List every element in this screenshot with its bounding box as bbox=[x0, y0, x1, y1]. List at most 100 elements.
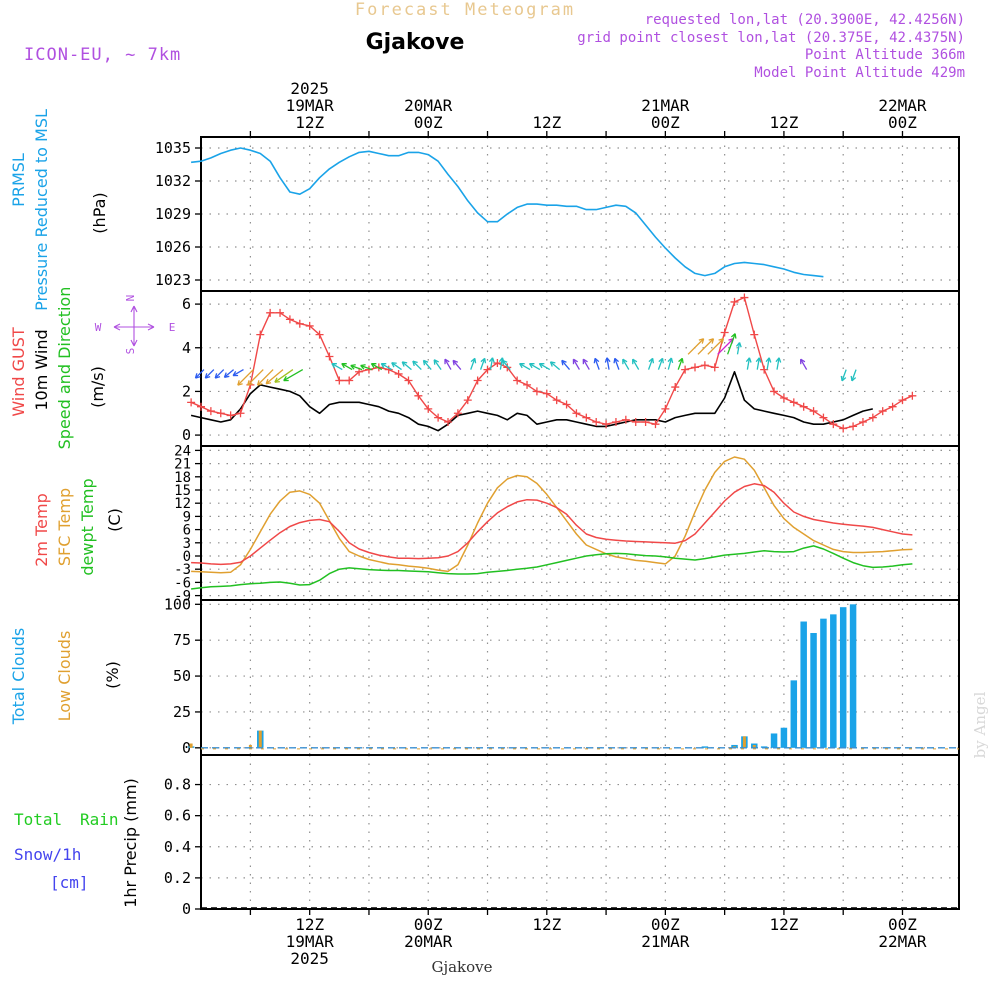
wind-arrow bbox=[274, 369, 294, 383]
gust-marker bbox=[631, 417, 640, 426]
y-tick-label: 1032 bbox=[155, 172, 191, 190]
wind-arrow bbox=[331, 363, 343, 371]
low-cloud-bar bbox=[752, 744, 756, 748]
y-tick-label: 2 bbox=[182, 382, 191, 400]
wind-arrow-head bbox=[519, 362, 525, 369]
wind-arrow-head bbox=[331, 362, 337, 369]
gust-marker bbox=[325, 352, 334, 361]
total-cloud-bar bbox=[701, 746, 709, 748]
gust-marker bbox=[295, 319, 304, 328]
wind-arrow-head bbox=[745, 357, 752, 363]
gust-line bbox=[190, 296, 913, 430]
location-title: Gjakove bbox=[366, 30, 465, 55]
gust-marker bbox=[671, 383, 680, 392]
gust-marker bbox=[216, 409, 225, 418]
wind-arrow-head bbox=[391, 362, 397, 368]
bottom-time-label: 22MAR bbox=[878, 932, 927, 951]
wind-speed-line bbox=[190, 370, 873, 432]
bottom-time-label: 19MAR bbox=[286, 932, 335, 951]
gust-marker bbox=[878, 407, 887, 416]
gust-marker bbox=[513, 376, 522, 385]
sfc-temp-line bbox=[191, 456, 913, 574]
gust-marker bbox=[849, 422, 858, 431]
panel-pressure: 1023 1026 1029 1032 1035 bbox=[155, 136, 960, 292]
wind-arrow bbox=[265, 369, 284, 385]
wind-arrow bbox=[502, 359, 511, 371]
wind-arrow bbox=[776, 357, 780, 370]
gust-marker bbox=[858, 417, 867, 426]
chart-title: Forecast Meteogram bbox=[355, 0, 575, 20]
wind-arrow bbox=[667, 357, 673, 370]
wind-arrow-head bbox=[572, 358, 579, 365]
gust-marker bbox=[542, 389, 551, 398]
wind-arrow-head bbox=[256, 380, 263, 386]
top-time-label: 12Z bbox=[532, 113, 561, 132]
gust-marker bbox=[532, 387, 541, 396]
gust-marker bbox=[710, 363, 719, 372]
y-tick-label: -3 bbox=[174, 562, 191, 578]
bottom-time-label: 00Z bbox=[888, 915, 917, 934]
compass-s: S bbox=[124, 348, 137, 355]
y-tick-label: 6 bbox=[183, 523, 191, 539]
gust-marker bbox=[602, 420, 611, 429]
wind-arrow bbox=[622, 358, 630, 370]
y-tick-label: 1026 bbox=[155, 238, 191, 256]
wind-arrow-head bbox=[422, 359, 429, 366]
wind-arrow-head bbox=[799, 358, 806, 365]
gust-marker bbox=[621, 415, 630, 424]
wind-arrow bbox=[707, 338, 724, 355]
wind-arrow-head bbox=[237, 380, 243, 386]
gust-marker bbox=[730, 297, 739, 306]
dewpt-line bbox=[191, 545, 913, 590]
panel-frame bbox=[200, 136, 960, 292]
wind-arrow bbox=[401, 361, 412, 371]
panel-wind: 0 2 4 6 bbox=[182, 290, 960, 447]
total-cloud-bar bbox=[849, 604, 857, 748]
gust-marker bbox=[285, 315, 294, 324]
wind-arrow bbox=[756, 357, 760, 370]
y-tick-label: 0 bbox=[183, 549, 191, 565]
wind-arrow-head bbox=[247, 380, 253, 386]
gust-marker bbox=[552, 396, 561, 405]
wind-arrow bbox=[350, 364, 363, 371]
gust-marker bbox=[908, 391, 917, 400]
wind-arrow-head bbox=[678, 357, 684, 364]
wind-arrow-head bbox=[204, 373, 211, 379]
top-time-label: 2025 bbox=[290, 79, 329, 98]
wind-arrow-head bbox=[561, 359, 567, 366]
wind-arrow-head bbox=[341, 362, 347, 369]
compass-w: W bbox=[95, 321, 102, 334]
gust-marker bbox=[770, 387, 779, 396]
wind-arrow bbox=[341, 363, 353, 371]
top-time-label: 12Z bbox=[769, 113, 798, 132]
wind-arrow bbox=[247, 369, 264, 386]
top-time-label: 21MAR bbox=[641, 96, 690, 115]
gust-marker bbox=[750, 330, 759, 339]
precip-axis-label: 1hr Precip (mm) bbox=[121, 778, 140, 908]
wind-arrow bbox=[746, 357, 751, 370]
wind-arrow bbox=[550, 361, 561, 371]
precip-total-label: Total bbox=[14, 810, 62, 829]
wind-arrow bbox=[726, 333, 736, 355]
gust-marker bbox=[444, 417, 452, 426]
wind-arrow bbox=[657, 358, 664, 370]
wind-arrow bbox=[257, 369, 274, 386]
wind-arrow-head bbox=[480, 357, 487, 364]
low-cloud-label: Low Clouds bbox=[55, 631, 74, 722]
gust-marker bbox=[434, 413, 443, 422]
wind-arrow bbox=[412, 360, 422, 371]
wind-arrow-head bbox=[265, 378, 272, 385]
gust-marker bbox=[424, 404, 433, 413]
wind-arrow-head bbox=[538, 362, 545, 369]
low-cloud-bar bbox=[733, 746, 737, 748]
wind-arrow bbox=[470, 358, 476, 370]
compass-n: N bbox=[124, 295, 137, 302]
gust-marker bbox=[562, 400, 571, 409]
wind-arrow-head bbox=[444, 358, 450, 365]
wind-unit: (m/s) bbox=[88, 366, 107, 408]
wind-arrow bbox=[736, 342, 741, 355]
top-time-label: 00Z bbox=[888, 113, 917, 132]
wind-arrow bbox=[214, 369, 225, 379]
